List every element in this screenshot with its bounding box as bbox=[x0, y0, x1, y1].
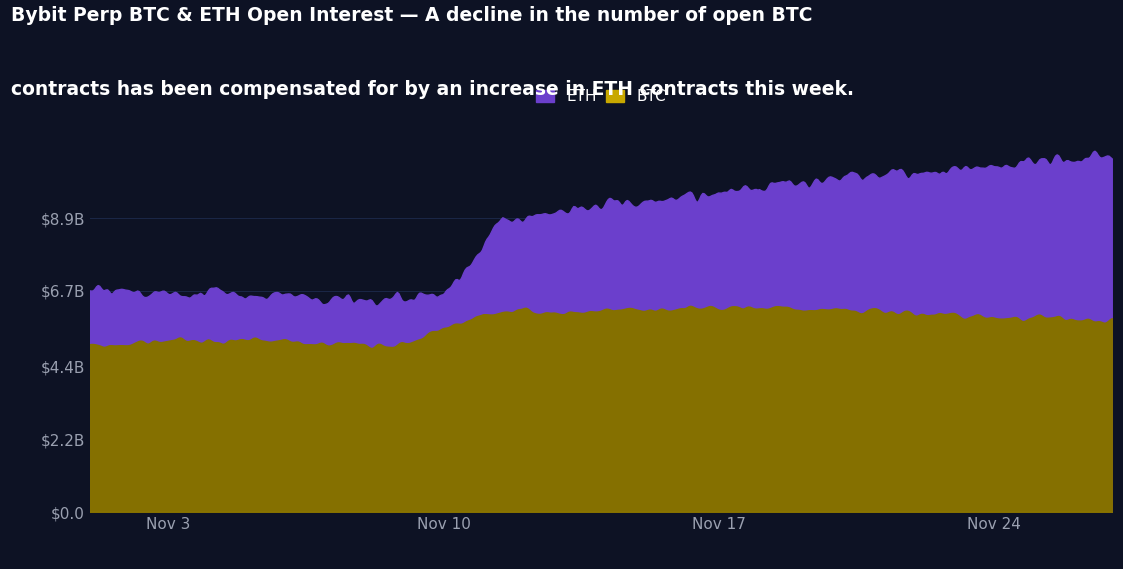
Text: Bybit Perp BTC & ETH Open Interest — A decline in the number of open BTC: Bybit Perp BTC & ETH Open Interest — A d… bbox=[11, 6, 813, 24]
Legend: ETH, BTC: ETH, BTC bbox=[529, 83, 673, 110]
Text: contracts has been compensated for by an increase in ETH contracts this week.: contracts has been compensated for by an… bbox=[11, 80, 855, 98]
